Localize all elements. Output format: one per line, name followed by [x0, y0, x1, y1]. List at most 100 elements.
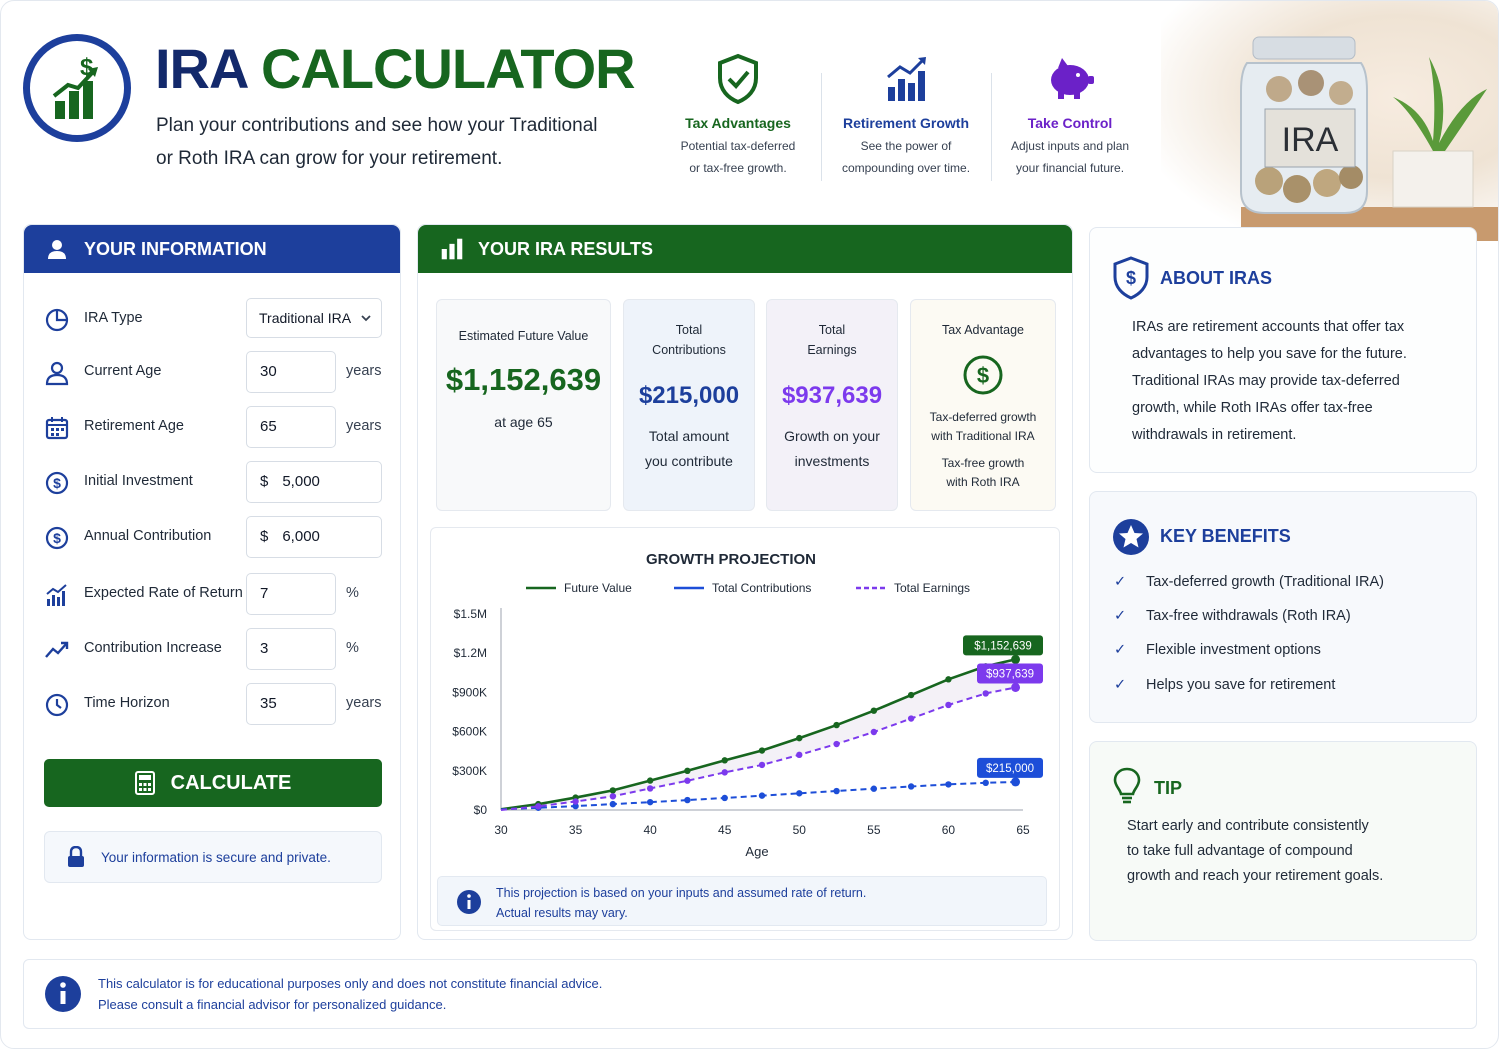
section-heading: YOUR INFORMATION	[84, 238, 267, 259]
future-value-box: Estimated Future Value $1,152,639 at age…	[436, 299, 611, 511]
data-point	[945, 781, 952, 788]
earnings-desc: Growth on your investments	[767, 424, 897, 474]
data-point	[796, 751, 803, 759]
initial-investment-input[interactable]: $5,000	[246, 461, 382, 503]
time-horizon-unit: years	[346, 695, 382, 711]
x-tick-label: 45	[718, 823, 732, 837]
feature-tax-advantages: Tax Advantages Potential tax-deferred or…	[653, 51, 823, 179]
y-tick-label: $1.2M	[454, 646, 487, 660]
label-line: Total	[818, 323, 846, 337]
contribution-increase-value: 3	[260, 640, 269, 657]
data-point	[1011, 654, 1021, 664]
label-line: Total	[675, 323, 703, 337]
ira-type-select[interactable]: Traditional IRA	[246, 298, 382, 338]
legend-label: Total Earnings	[894, 581, 970, 595]
feature-title: Tax Advantages	[685, 115, 791, 131]
y-tick-label: $900K	[452, 685, 487, 699]
check-icon: ✓	[1114, 608, 1127, 624]
secure-text: Your information is secure and private.	[101, 849, 331, 865]
retirement-age-input[interactable]: 65	[246, 406, 336, 448]
annual-contribution-input[interactable]: $6,000	[246, 516, 382, 558]
currency-symbol: $	[260, 528, 269, 545]
rate-of-return-unit: %	[346, 585, 359, 601]
value-callout	[963, 635, 1043, 656]
x-tick-label: 30	[494, 823, 508, 837]
rate-of-return-input[interactable]: 7	[246, 573, 336, 615]
earnings-area	[501, 659, 1016, 810]
data-point	[1011, 777, 1021, 787]
feature-desc: Adjust inputs and plan your financial fu…	[985, 135, 1155, 179]
chart-legend: Future Value Total Contributions Total Ear…	[526, 581, 970, 595]
chart-annotations: $1,152,639 $937,639 $215,000	[963, 635, 1043, 778]
data-point	[870, 707, 878, 714]
tip-heading: TIP	[1154, 778, 1183, 798]
feature-desc: Potential tax-deferred or tax-free growt…	[653, 135, 823, 179]
earnings-amount: $937,639	[781, 382, 883, 409]
benefit-text: Tax-free withdrawals (Roth IRA)	[1146, 608, 1351, 624]
pie-chart-icon	[45, 308, 69, 332]
desc-line: Tax-deferred growth	[929, 410, 1037, 424]
growth-chart-icon	[887, 57, 926, 101]
about-heading: ABOUT IRAS	[1160, 268, 1272, 288]
info-icon	[45, 976, 81, 1012]
lock-icon	[68, 846, 84, 867]
current-age-input[interactable]: 30	[246, 351, 336, 393]
data-point	[907, 715, 915, 722]
x-tick-label: 60	[942, 823, 956, 837]
calculate-button[interactable]: CALCULATE	[44, 759, 382, 807]
tax-advantage-box: Tax Advantage $ Tax-deferred growth with…	[910, 299, 1056, 511]
data-point	[945, 676, 952, 683]
tip-card: TIP Start early and contribute consisten…	[1089, 741, 1477, 941]
page-title: IRA CALCULATOR	[155, 37, 636, 100]
label-line: Earnings	[807, 343, 857, 357]
disclaimer-line: This calculator is for educational purpo…	[98, 976, 603, 991]
retirement-age-label: Retirement Age	[84, 418, 184, 434]
ira-type-value: Traditional IRA	[259, 310, 352, 326]
ira-results-card: YOUR IRA RESULTS Estimated Future Value …	[417, 224, 1073, 940]
title-calculator: CALCULATOR	[260, 37, 636, 100]
data-point	[796, 790, 803, 797]
feature-desc-line: Potential tax-deferred	[680, 139, 796, 153]
benefits-heading: KEY BENEFITS	[1160, 526, 1291, 546]
about-iras-card: $ ABOUT IRAS IRAs are retirement account…	[1089, 227, 1477, 473]
value-callout	[977, 663, 1043, 684]
future-value-label: Estimated Future Value	[458, 329, 589, 343]
feature-title: Retirement Growth	[842, 115, 969, 131]
check-icon: ✓	[1114, 642, 1127, 658]
retirement-age-value: 65	[260, 418, 277, 435]
bar-chart-icon	[46, 584, 67, 606]
currency-symbol: $	[260, 473, 269, 490]
desc-line: you contribute	[645, 453, 733, 469]
x-tick-label: 50	[793, 823, 807, 837]
data-point	[721, 769, 728, 776]
contribution-increase-unit: %	[346, 640, 359, 656]
person-icon	[45, 361, 69, 386]
x-tick-label: 35	[569, 823, 583, 837]
tax-advantage-label: Tax Advantage	[941, 323, 1024, 337]
svg-text:$: $	[53, 530, 61, 546]
dollar-circle-icon: $	[45, 471, 69, 495]
projection-note: This projection is based on your inputs …	[437, 876, 1047, 926]
your-information-header: YOUR INFORMATION	[24, 225, 400, 273]
tip-text: Start early and contribute consistently …	[1127, 814, 1383, 889]
data-point	[907, 691, 915, 699]
calculator-icon	[134, 771, 155, 795]
value-callout	[977, 757, 1043, 778]
data-point	[758, 792, 766, 799]
contribution-increase-input[interactable]: 3	[246, 628, 336, 670]
data-point	[833, 740, 840, 748]
feature-desc-line: your financial future.	[1015, 161, 1125, 175]
benefit-item: ✓ Tax-free withdrawals (Roth IRA)	[1114, 608, 1351, 624]
legend-label: Future Value	[564, 581, 632, 595]
your-information-card: YOUR INFORMATION IRA Type Traditional IR…	[23, 224, 401, 940]
y-tick-label: $1.5M	[454, 607, 487, 621]
money-jar-icon: IRA	[1240, 36, 1498, 241]
growth-chart-svg: GROWTH PROJECTION Future Value Total Cont…	[452, 551, 1043, 859]
feature-desc: See the power of compounding over time.	[821, 135, 991, 179]
time-horizon-row: Time Horizon 35 years	[44, 683, 389, 725]
time-horizon-input[interactable]: 35	[246, 683, 336, 725]
desc-line: Total amount	[648, 428, 730, 444]
data-point	[721, 757, 728, 764]
total-contributions-box: Total Contributions $215,000 Total amoun…	[623, 299, 755, 511]
current-age-value: 30	[260, 363, 277, 380]
